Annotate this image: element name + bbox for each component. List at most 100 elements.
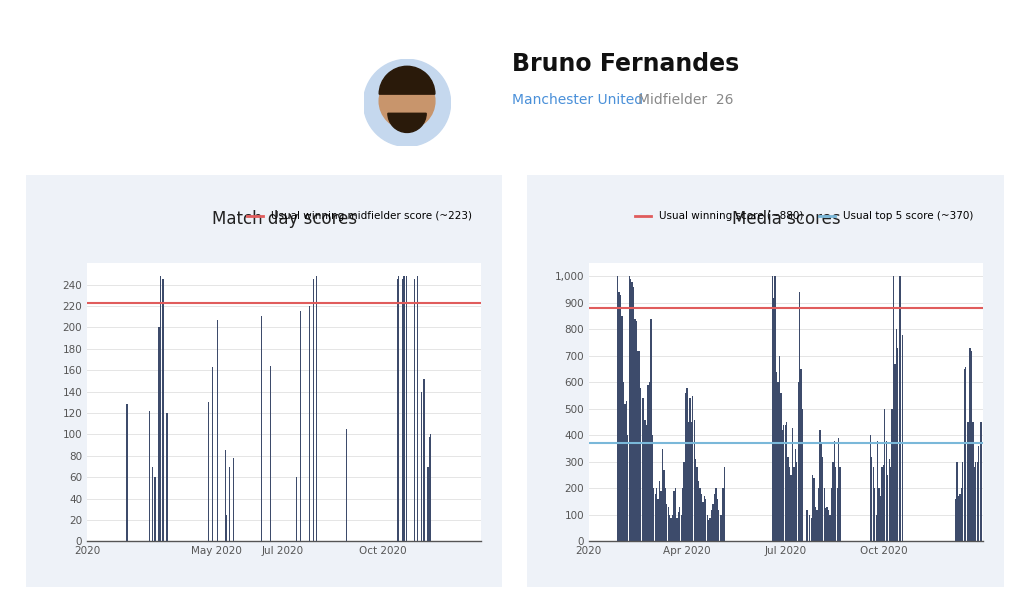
- Bar: [897, 348, 898, 541]
- Bar: [696, 467, 697, 541]
- Bar: [703, 497, 705, 541]
- Bar: [126, 405, 128, 541]
- Bar: [625, 404, 626, 541]
- Bar: [871, 457, 872, 541]
- Bar: [346, 429, 347, 541]
- Bar: [823, 488, 825, 541]
- Bar: [813, 478, 815, 541]
- Wedge shape: [379, 67, 435, 94]
- Bar: [689, 398, 690, 541]
- Bar: [636, 321, 637, 541]
- Bar: [626, 401, 627, 541]
- Bar: [407, 276, 408, 541]
- Bar: [829, 515, 830, 541]
- Bar: [693, 419, 695, 541]
- Bar: [882, 467, 883, 541]
- Title: Media scores: Media scores: [731, 211, 841, 228]
- Bar: [724, 467, 725, 541]
- Bar: [830, 488, 833, 541]
- Bar: [723, 488, 724, 541]
- Bar: [825, 508, 826, 541]
- Bar: [427, 466, 429, 541]
- Bar: [315, 276, 316, 541]
- Bar: [710, 518, 711, 541]
- Bar: [720, 515, 721, 541]
- Bar: [961, 488, 962, 541]
- Bar: [620, 295, 622, 541]
- Bar: [890, 467, 891, 541]
- Bar: [270, 366, 271, 541]
- Bar: [623, 382, 624, 541]
- Bar: [700, 494, 702, 541]
- Bar: [217, 320, 218, 541]
- Bar: [718, 509, 720, 541]
- Bar: [622, 316, 623, 541]
- Bar: [232, 458, 234, 541]
- Bar: [978, 446, 979, 541]
- Bar: [869, 436, 871, 541]
- Bar: [402, 280, 403, 541]
- Bar: [971, 351, 972, 541]
- Bar: [685, 393, 686, 541]
- Bar: [669, 515, 671, 541]
- Bar: [838, 438, 840, 541]
- Bar: [421, 391, 422, 541]
- Bar: [968, 422, 970, 541]
- Bar: [682, 488, 683, 541]
- Bar: [787, 457, 788, 541]
- Bar: [981, 422, 982, 541]
- Bar: [802, 409, 803, 541]
- Bar: [699, 488, 700, 541]
- Bar: [781, 430, 783, 541]
- Bar: [646, 425, 647, 541]
- Bar: [955, 499, 956, 541]
- Bar: [819, 430, 820, 541]
- Bar: [309, 306, 310, 541]
- Bar: [901, 335, 903, 541]
- Bar: [675, 488, 676, 541]
- Bar: [667, 505, 668, 541]
- Bar: [777, 382, 778, 541]
- Bar: [649, 382, 650, 541]
- Bar: [900, 276, 901, 541]
- Bar: [665, 488, 666, 541]
- Bar: [977, 462, 978, 541]
- Bar: [957, 497, 959, 541]
- Bar: [688, 422, 689, 541]
- Bar: [618, 292, 620, 541]
- Bar: [403, 276, 404, 541]
- FancyBboxPatch shape: [522, 171, 1009, 591]
- Bar: [956, 462, 957, 541]
- Bar: [717, 499, 718, 541]
- Legend: Usual winning midfielder score (~223): Usual winning midfielder score (~223): [243, 207, 476, 226]
- Bar: [798, 382, 799, 541]
- Bar: [662, 449, 664, 541]
- Bar: [894, 364, 896, 541]
- Bar: [150, 411, 151, 541]
- Bar: [690, 422, 692, 541]
- Bar: [423, 379, 425, 541]
- Bar: [208, 402, 209, 541]
- Bar: [836, 467, 837, 541]
- Bar: [884, 409, 886, 541]
- Legend: Usual winning score (~880), Usual top 5 score (~370): Usual winning score (~880), Usual top 5 …: [631, 207, 978, 226]
- Bar: [811, 518, 812, 541]
- Bar: [792, 428, 793, 541]
- Bar: [826, 507, 827, 541]
- Bar: [783, 425, 784, 541]
- Text: Manchester United: Manchester United: [512, 93, 643, 107]
- Bar: [698, 480, 699, 541]
- Bar: [695, 459, 696, 541]
- Bar: [152, 466, 153, 541]
- Bar: [834, 441, 835, 541]
- Bar: [702, 502, 703, 541]
- Bar: [795, 449, 796, 541]
- Bar: [899, 276, 900, 541]
- Bar: [818, 488, 819, 541]
- Bar: [261, 316, 262, 541]
- Bar: [806, 509, 808, 541]
- Bar: [837, 488, 838, 541]
- Bar: [414, 280, 416, 541]
- Bar: [664, 470, 665, 541]
- Bar: [398, 276, 399, 541]
